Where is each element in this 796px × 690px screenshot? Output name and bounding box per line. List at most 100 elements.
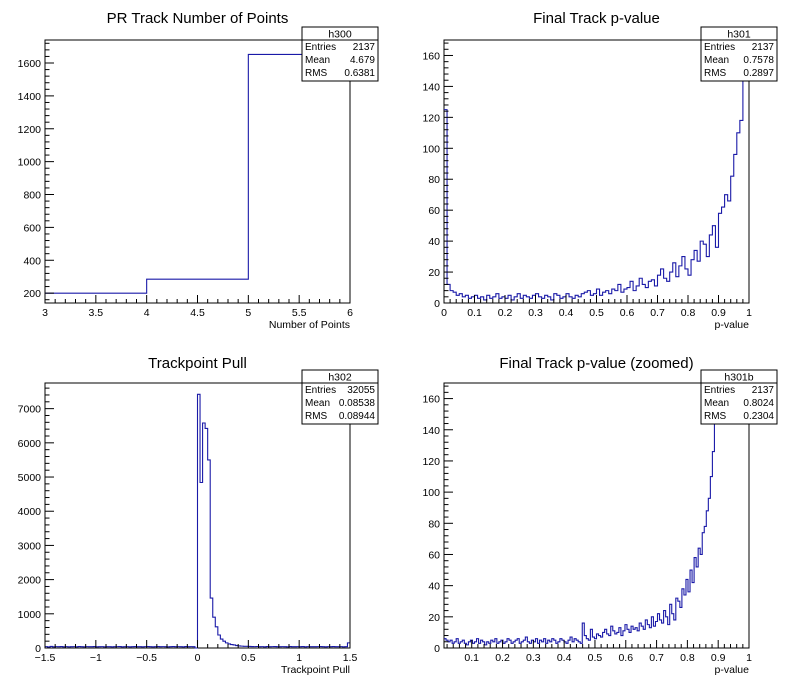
plot-frame [443, 382, 750, 649]
stats-box-frame [700, 26, 778, 82]
y-tick-label: 1000 [18, 609, 42, 621]
stats-box-frame [301, 369, 379, 425]
histogram-series [45, 393, 350, 649]
x-tick-label: 0 [441, 307, 447, 319]
chart-title: PR Track Number of Points [107, 10, 289, 27]
histogram-panel-2: Final Track p-value 0 20 40 60 80 100 120 140 160… [422, 10, 778, 331]
x-tick-label: −1.5 [35, 652, 56, 664]
y-tick-label: 80 [428, 174, 440, 186]
x-tick-label: 0.3 [528, 307, 543, 319]
y-tick-label: 5000 [18, 472, 42, 484]
stats-label-entries: Entries [305, 385, 336, 396]
y-tick-label: 40 [428, 236, 440, 248]
y-tick-label: 1400 [18, 91, 42, 103]
histogram-series [444, 39, 749, 301]
stats-histogram-name: h301b [724, 372, 753, 384]
stats-label-rms: RMS [305, 68, 328, 79]
x-tick-label: 0.9 [711, 652, 726, 664]
x-tick-label: 4.5 [190, 307, 205, 319]
chart-title: Trackpoint Pull [148, 355, 247, 372]
stats-label-rms: RMS [704, 68, 727, 79]
x-tick-label: −0.5 [136, 652, 157, 664]
stats-value-mean: 0.8024 [743, 398, 774, 409]
stats-label-entries: Entries [704, 42, 735, 53]
y-tick-label: 80 [428, 518, 440, 530]
stats-value-rms: 0.6381 [344, 68, 375, 79]
y-tick-label: 140 [422, 81, 440, 93]
y-tick-label: 20 [428, 612, 440, 624]
y-tick-label: 0 [434, 298, 440, 310]
y-tick-label: 0 [434, 643, 440, 655]
histogram-panel-4: Final Track p-value (zoomed) 0 20 40 60 80 100… [422, 355, 778, 676]
y-tick-label: 1600 [18, 58, 42, 70]
stats-label-entries: Entries [305, 42, 336, 53]
x-tick-label: 1 [296, 652, 302, 664]
y-tick-label: 6000 [18, 438, 42, 450]
y-tick-label: 600 [23, 222, 41, 234]
y-tick-label: 3000 [18, 540, 42, 552]
x-tick-label: 0.4 [559, 307, 574, 319]
x-axis-label: Trackpoint Pull [281, 664, 350, 676]
histogram-panel-3: Trackpoint Pull 0 1000 2000 3000 4000 5000 6000… [18, 355, 379, 676]
x-tick-label: 0.6 [618, 652, 633, 664]
x-tick-label: 5.5 [292, 307, 307, 319]
stats-label-mean: Mean [305, 398, 330, 409]
x-tick-label: −1 [90, 652, 102, 664]
x-tick-label: 3.5 [89, 307, 104, 319]
y-tick-label: 20 [428, 267, 440, 279]
y-tick-label: 40 [428, 581, 440, 593]
y-tick-label: 400 [23, 255, 41, 267]
y-tick-label: 800 [23, 190, 41, 202]
x-tick-label: 1 [746, 652, 752, 664]
y-tick-label: 7000 [18, 404, 42, 416]
stats-value-rms: 0.08944 [339, 411, 376, 422]
x-tick-label: 0 [195, 652, 201, 664]
x-tick-label: 0.5 [241, 652, 256, 664]
x-tick-label: 0.5 [589, 307, 604, 319]
stats-value-mean: 0.08538 [339, 398, 376, 409]
y-tick-label: 60 [428, 549, 440, 561]
y-tick-label: 1000 [18, 157, 42, 169]
x-tick-label: 0.8 [680, 652, 695, 664]
stats-histogram-name: h300 [328, 29, 352, 41]
y-tick-label: 60 [428, 205, 440, 217]
x-tick-label: 3 [42, 307, 48, 319]
y-tick-label: 1200 [18, 124, 42, 136]
x-tick-label: 0.5 [588, 652, 603, 664]
chart-title: Final Track p-value [533, 10, 660, 27]
stats-value-entries: 2137 [752, 385, 775, 396]
x-tick-label: 0.7 [650, 307, 665, 319]
stats-box-frame [301, 26, 379, 82]
histogram-series [444, 382, 721, 646]
x-tick-label: 0.1 [467, 307, 482, 319]
y-tick-label: 160 [422, 394, 440, 406]
x-tick-label: 0.9 [711, 307, 726, 319]
x-tick-label: 0.7 [649, 652, 664, 664]
y-tick-label: 100 [422, 143, 440, 155]
stats-value-mean: 4.679 [350, 55, 375, 66]
x-tick-label: 0.8 [681, 307, 696, 319]
stats-label-rms: RMS [704, 411, 727, 422]
x-axis-label: Number of Points [269, 319, 350, 331]
x-tick-label: 5 [245, 307, 251, 319]
x-tick-label: 1.5 [343, 652, 358, 664]
x-tick-label: 0.3 [526, 652, 541, 664]
chart-title: Final Track p-value (zoomed) [499, 355, 693, 372]
stats-value-entries: 2137 [752, 42, 775, 53]
y-tick-label: 160 [422, 50, 440, 62]
x-tick-label: 0.2 [495, 652, 510, 664]
y-tick-label: 2000 [18, 575, 42, 587]
y-tick-label: 0 [35, 643, 41, 655]
y-tick-label: 120 [422, 112, 440, 124]
stats-box-frame [700, 369, 778, 425]
x-tick-label: 0.6 [620, 307, 635, 319]
y-tick-label: 4000 [18, 506, 42, 518]
y-tick-label: 140 [422, 425, 440, 437]
stats-label-mean: Mean [704, 55, 729, 66]
stats-histogram-name: h301 [727, 29, 751, 41]
x-axis-label: p-value [715, 664, 750, 676]
